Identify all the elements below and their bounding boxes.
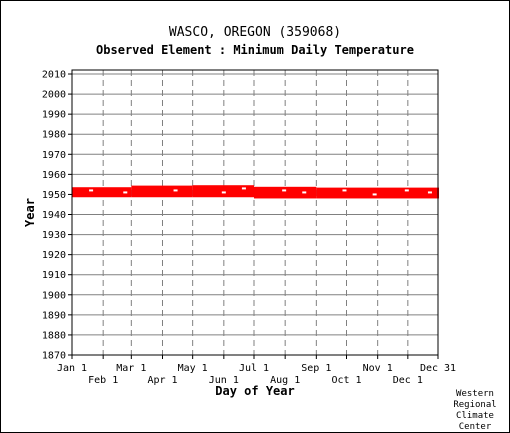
x-tick-label: Sep 1 — [301, 363, 331, 374]
data-band — [316, 187, 440, 199]
y-tick-label: 1870 — [42, 351, 66, 362]
x-tick-label: May 1 — [178, 363, 208, 374]
x-tick-label: Mar 1 — [116, 363, 146, 374]
x-axis-title: Day of Year — [215, 384, 294, 398]
x-tick-label: Jun 1 — [209, 375, 239, 386]
x-tick-label: Nov 1 — [363, 363, 393, 374]
credit-line: Center — [458, 422, 492, 432]
data-gap — [342, 189, 347, 192]
y-tick-label: 1960 — [42, 170, 66, 181]
x-tick-label: Jan 1 — [57, 363, 87, 374]
y-tick-label: 1920 — [42, 250, 66, 261]
y-tick-label: 1880 — [42, 330, 66, 341]
y-tick-label: 1980 — [42, 130, 66, 141]
y-tick-label: 1890 — [42, 310, 66, 321]
x-tick-label: Jul 1 — [239, 363, 269, 374]
chart-title: WASCO, OREGON (359068) — [168, 25, 342, 40]
data-gap — [427, 191, 432, 194]
plot-border — [71, 69, 439, 356]
y-tick-label: 1910 — [42, 270, 66, 281]
x-tick-label: Feb 1 — [88, 375, 118, 386]
y-tick-label: 1900 — [42, 290, 66, 301]
data-gap — [404, 189, 409, 192]
y-tick-label: 2000 — [42, 90, 66, 101]
data-gap — [123, 191, 128, 194]
data-gap — [89, 189, 94, 192]
x-tick-label: Aug 1 — [270, 375, 300, 386]
y-tick-label: 1940 — [42, 210, 66, 221]
x-tick-label: Dec 31 — [420, 363, 456, 374]
credit-line: Regional — [453, 400, 497, 410]
data-band — [131, 185, 193, 198]
data-gap — [372, 193, 377, 196]
credit-line: Climate — [456, 411, 494, 421]
data-gap — [173, 189, 178, 192]
data-gap — [282, 189, 287, 192]
chart-subtitle: Observed Element : Minimum Daily Tempera… — [96, 43, 414, 57]
y-tick-label: 2010 — [42, 70, 66, 81]
y-tick-label: 1990 — [42, 110, 66, 121]
data-band — [253, 186, 317, 199]
data-gap — [221, 191, 226, 194]
y-tick-label: 1950 — [42, 190, 66, 201]
x-tick-label: Apr 1 — [147, 375, 177, 386]
data-gap — [241, 187, 246, 190]
data-band — [72, 187, 132, 198]
data-band — [192, 185, 254, 198]
y-axis-title: Year — [23, 198, 37, 227]
x-tick-label: Oct 1 — [331, 375, 361, 386]
x-tick-label: Dec 1 — [393, 375, 423, 386]
y-tick-label: 1930 — [42, 230, 66, 241]
data-gap — [302, 191, 307, 194]
y-tick-label: 1970 — [42, 150, 66, 161]
credit-block: Western Regional Climate Center — [447, 389, 503, 432]
credit-line: Western — [456, 389, 494, 399]
